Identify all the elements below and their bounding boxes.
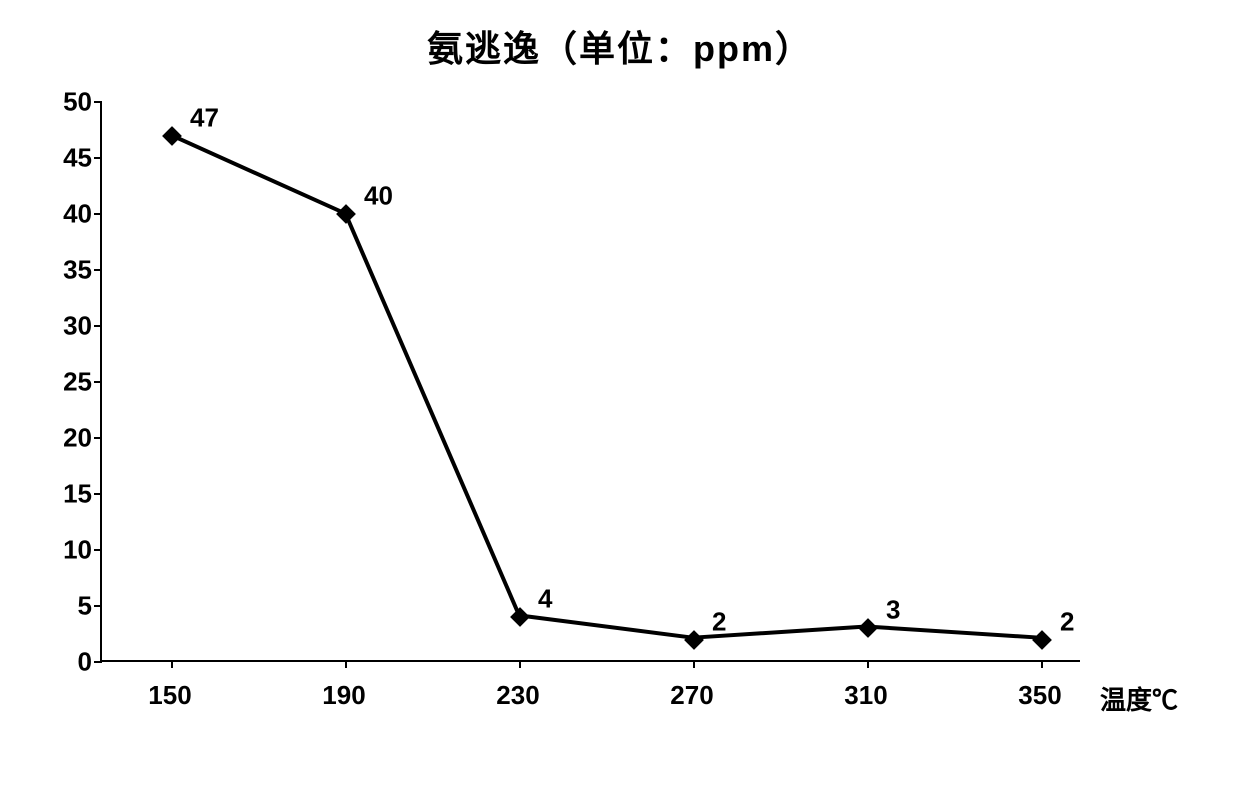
y-tick-mark: [94, 325, 102, 327]
plot-wrapper: 05101520253035404550 47404232 温度℃ 150190…: [40, 102, 1200, 722]
x-tick-mark: [867, 660, 869, 668]
x-tick-mark: [1041, 660, 1043, 668]
data-point: [858, 618, 878, 638]
y-tick-label: 25: [63, 367, 92, 398]
y-tick-mark: [94, 381, 102, 383]
y-tick-label: 40: [63, 199, 92, 230]
data-label: 47: [190, 102, 219, 133]
y-tick-label: 30: [63, 311, 92, 342]
y-tick-mark: [94, 661, 102, 663]
x-tick-label: 190: [322, 680, 365, 711]
data-label: 2: [1060, 606, 1074, 637]
y-tick-mark: [94, 437, 102, 439]
data-label: 40: [364, 181, 393, 212]
data-label: 3: [886, 595, 900, 626]
x-axis-title: 温度℃: [1100, 680, 1178, 717]
y-tick-label: 0: [78, 647, 92, 678]
y-tick-mark: [94, 157, 102, 159]
chart-title: 氨逃逸（单位：ppm）: [40, 20, 1200, 72]
y-tick-mark: [94, 269, 102, 271]
plot-area: 47 40 4 2 3 2: [100, 102, 1080, 662]
x-tick-label: 350: [1018, 680, 1061, 711]
x-tick-label: 270: [670, 680, 713, 711]
series-line: [172, 135, 1040, 637]
y-tick-mark: [94, 213, 102, 215]
y-tick-mark: [94, 605, 102, 607]
x-tick-mark: [345, 660, 347, 668]
y-tick-mark: [94, 101, 102, 103]
data-point: [162, 126, 182, 146]
x-tick-label: 230: [496, 680, 539, 711]
x-tick-mark: [519, 660, 521, 668]
x-tick-mark: [693, 660, 695, 668]
y-tick-label: 15: [63, 479, 92, 510]
y-tick-mark: [94, 549, 102, 551]
data-point: [336, 204, 356, 224]
y-tick-mark: [94, 493, 102, 495]
y-axis: 05101520253035404550: [40, 102, 100, 662]
data-point: [1032, 630, 1052, 650]
y-tick-label: 20: [63, 423, 92, 454]
x-tick-label: 310: [844, 680, 887, 711]
line-layer: [102, 102, 1080, 660]
data-label: 4: [538, 584, 552, 615]
data-point: [510, 607, 530, 627]
data-label: 2: [712, 606, 726, 637]
y-tick-label: 45: [63, 143, 92, 174]
y-tick-label: 50: [63, 87, 92, 118]
data-point: [684, 630, 704, 650]
y-tick-label: 35: [63, 255, 92, 286]
y-tick-label: 10: [63, 535, 92, 566]
x-tick-mark: [171, 660, 173, 668]
x-tick-label: 150: [148, 680, 191, 711]
chart-container: 氨逃逸（单位：ppm） 05101520253035404550 4740423…: [40, 20, 1200, 760]
y-tick-label: 5: [78, 591, 92, 622]
